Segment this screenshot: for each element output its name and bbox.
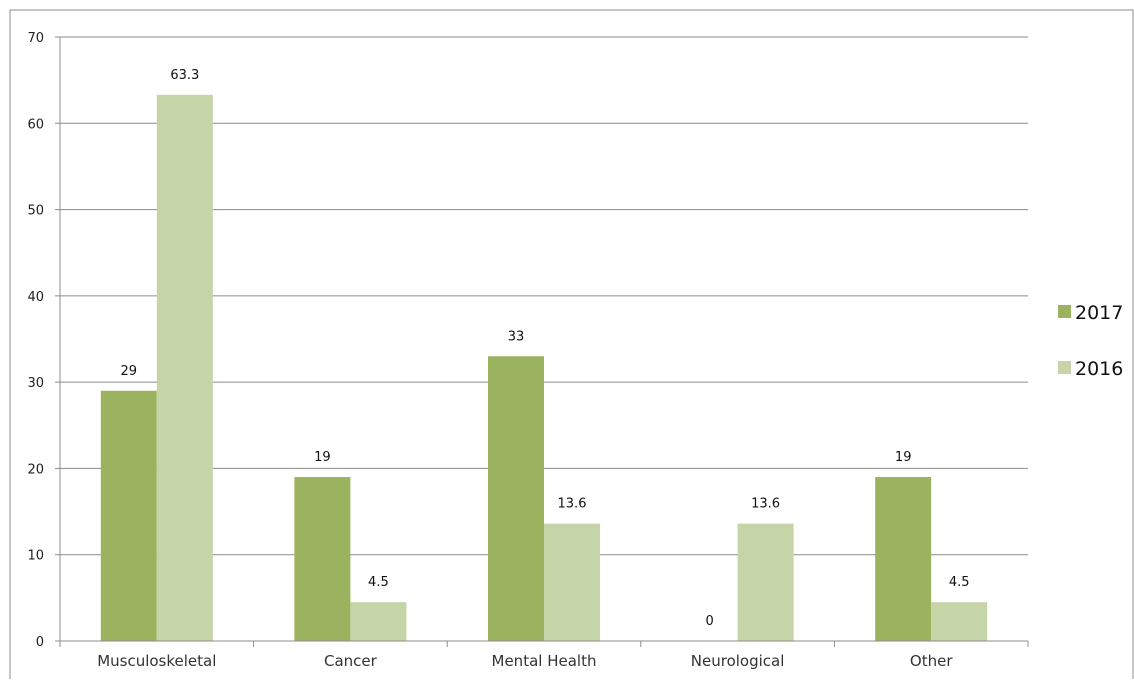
- data-label: 29: [121, 364, 138, 379]
- legend: 2017 2016: [1058, 302, 1123, 380]
- data-label: 63.3: [170, 68, 199, 83]
- data-labels: 29 63.3 19 4.5 33 13.6 0 13.6 19 4.5: [121, 68, 970, 629]
- bar: [737, 523, 794, 641]
- y-tick-label: 0: [36, 635, 44, 650]
- y-tick-label: 70: [27, 31, 44, 46]
- y-tick-label: 10: [27, 549, 44, 564]
- bar: [544, 523, 600, 641]
- legend-label: 2017: [1075, 302, 1123, 324]
- data-label: 13.6: [751, 497, 780, 512]
- bar: [931, 602, 988, 641]
- y-tick-label: 30: [27, 376, 44, 391]
- bar: [156, 94, 213, 642]
- legend-swatch: [1058, 305, 1071, 318]
- legend-swatch: [1058, 361, 1071, 374]
- chart-border: [9, 9, 1134, 683]
- y-tick-label: 40: [27, 290, 44, 305]
- bar: [488, 356, 544, 641]
- x-category-label: Mental Health: [492, 652, 597, 670]
- bar: [350, 602, 407, 641]
- x-category-label: Neurological: [691, 652, 785, 670]
- bar: [100, 390, 157, 641]
- y-tick-label: 50: [27, 204, 44, 219]
- y-tick-label: 60: [27, 117, 44, 132]
- y-axis-ticks: 0 10 20 30 40 50 60 70: [27, 31, 60, 650]
- bars: [100, 94, 988, 642]
- legend-label: 2016: [1075, 358, 1123, 380]
- data-label: 0: [705, 614, 713, 629]
- x-category-label: Other: [910, 652, 953, 670]
- y-tick-label: 20: [27, 462, 44, 477]
- x-category-label: Cancer: [324, 652, 378, 670]
- data-label: 33: [508, 329, 525, 344]
- data-label: 19: [895, 450, 912, 465]
- bar: [294, 477, 351, 641]
- bar: [875, 477, 932, 641]
- x-axis: Musculoskeletal Cancer Mental Health Neurol…: [59, 37, 1029, 670]
- x-category-label: Musculoskeletal: [97, 652, 216, 670]
- data-label: 4.5: [368, 575, 389, 590]
- data-label: 13.6: [558, 497, 587, 512]
- data-label: 4.5: [949, 575, 970, 590]
- data-label: 19: [314, 450, 331, 465]
